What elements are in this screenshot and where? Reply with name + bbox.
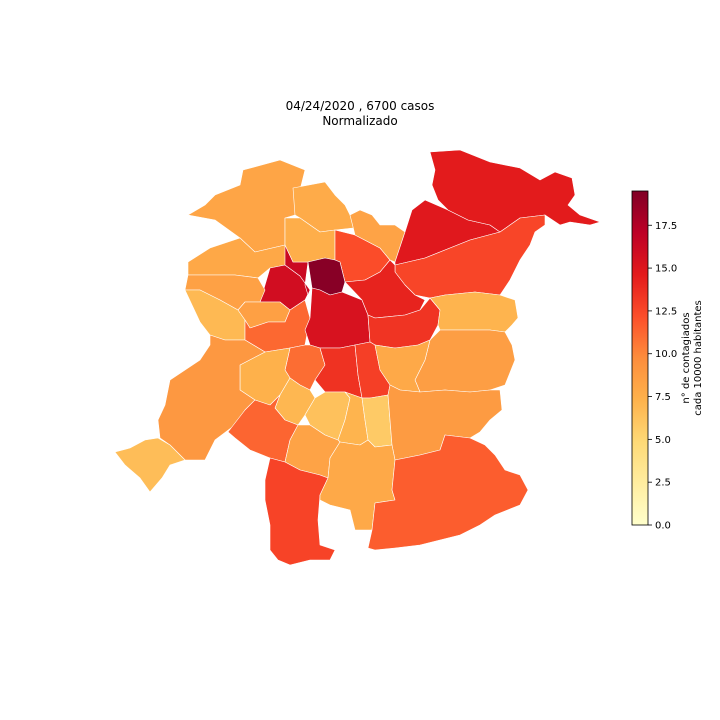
region-r17 bbox=[314, 344, 363, 399]
colorbar-label-line2: cada 10000 habitantes bbox=[693, 300, 704, 416]
colorbar-tick-label: 12.5 bbox=[655, 306, 677, 317]
map-title: 04/24/2020 , 6700 casos bbox=[285, 99, 435, 113]
region-r25 bbox=[374, 339, 431, 393]
colorbar-tick-label: 7.5 bbox=[655, 392, 671, 403]
region-r36 bbox=[264, 457, 336, 566]
map-subtitle: Normalizado bbox=[322, 114, 398, 128]
colorbar-tick-label: 10.0 bbox=[655, 349, 677, 360]
region-r20 bbox=[429, 291, 519, 333]
region-r29 bbox=[157, 334, 266, 461]
region-r38 bbox=[114, 437, 186, 493]
colorbar-tick-label: 0.0 bbox=[655, 521, 671, 532]
colorbar-tick-label: 5.0 bbox=[655, 435, 671, 446]
colorbar-label-line1: n° de contagiados bbox=[681, 312, 692, 403]
colorbar: 0.0 2.5 5.0 7.5 10.0 12.5 15.0 17.5 n° de conta… bbox=[631, 190, 704, 532]
region-r23 bbox=[429, 149, 601, 233]
colorbar-tick-label: 15.0 bbox=[655, 264, 677, 275]
map-regions bbox=[114, 149, 601, 566]
region-r35 bbox=[367, 434, 529, 551]
colorbar-ticks: 0.0 2.5 5.0 7.5 10.0 12.5 15.0 17.5 bbox=[648, 221, 677, 532]
colorbar-gradient bbox=[631, 190, 649, 526]
region-r16 bbox=[344, 259, 426, 319]
colorbar-tick-label: 2.5 bbox=[655, 478, 671, 489]
region-r03 bbox=[187, 237, 294, 279]
region-r19 bbox=[394, 214, 546, 299]
colorbar-tick-label: 17.5 bbox=[655, 221, 677, 232]
